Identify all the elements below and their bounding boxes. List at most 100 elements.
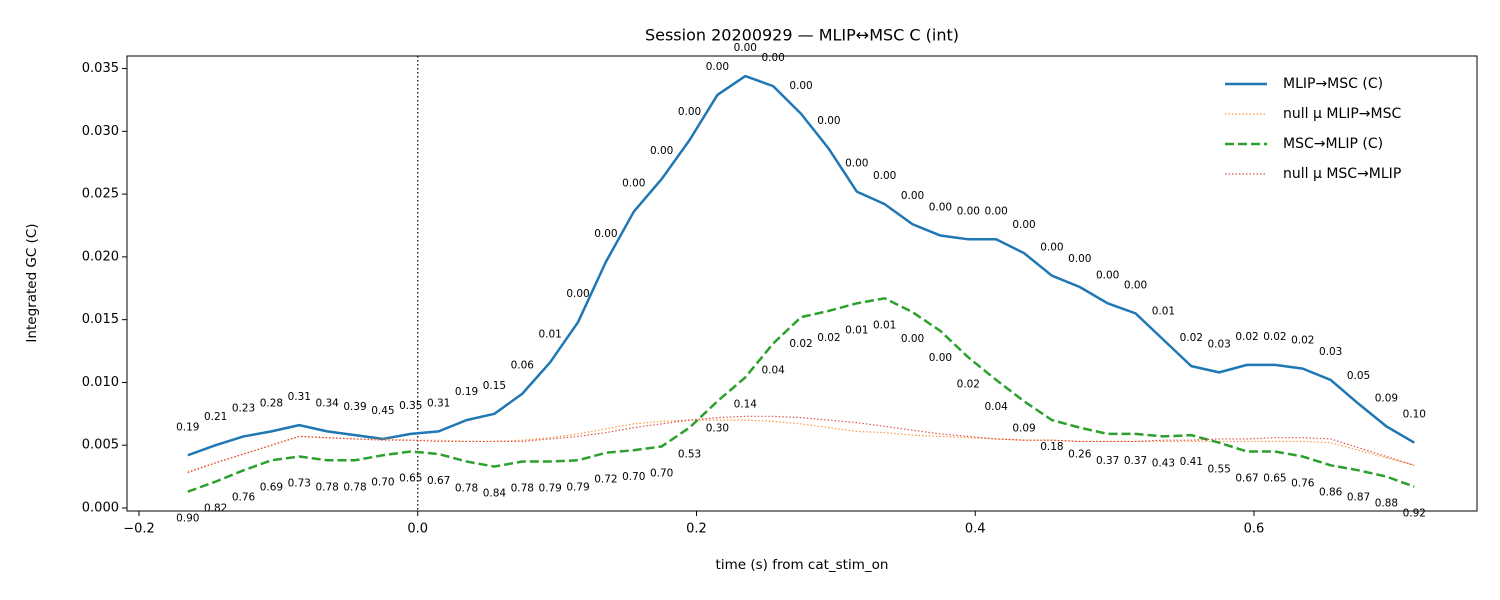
- point-label: 0.88: [1375, 498, 1398, 510]
- point-label: 0.00: [622, 178, 645, 190]
- y-tick-label: 0.005: [82, 438, 119, 453]
- point-label: 0.03: [1319, 346, 1342, 358]
- point-label: 0.09: [1375, 392, 1398, 404]
- point-label: 0.35: [399, 400, 422, 412]
- point-label: 0.05: [1347, 370, 1370, 382]
- point-label: 0.73: [288, 478, 311, 490]
- point-label: 0.26: [1068, 449, 1092, 461]
- point-label: 0.02: [789, 338, 812, 350]
- point-label: 0.04: [761, 365, 785, 377]
- point-label: 0.87: [1347, 491, 1370, 503]
- y-tick-label: 0.035: [82, 61, 119, 76]
- point-label: 0.09: [1012, 422, 1035, 434]
- point-label: 0.70: [371, 476, 394, 488]
- point-label: 0.55: [1207, 464, 1230, 476]
- point-label: 0.15: [483, 380, 506, 392]
- point-label: 0.00: [566, 288, 589, 300]
- point-label: 0.28: [260, 397, 283, 409]
- point-label: 0.02: [957, 378, 980, 390]
- point-label: 0.00: [678, 106, 701, 118]
- point-label: 0.02: [1291, 335, 1314, 347]
- point-label: 0.02: [1235, 331, 1258, 343]
- x-tick-label: −0.2: [123, 522, 155, 537]
- point-label: 0.00: [901, 333, 924, 345]
- point-label: 0.00: [650, 145, 673, 157]
- point-label: 0.79: [538, 483, 561, 495]
- point-label: 0.90: [176, 513, 199, 525]
- y-axis-label: Integrated GC (C): [24, 223, 40, 342]
- point-label: 0.43: [1152, 457, 1175, 469]
- x-tick-label: 0.2: [686, 522, 707, 537]
- y-tick-label: 0.020: [82, 249, 119, 264]
- legend-label: null μ MLIP→MSC: [1283, 106, 1401, 122]
- point-label: 0.86: [1319, 486, 1343, 498]
- point-label: 0.72: [594, 474, 617, 486]
- y-tick-label: 0.000: [82, 500, 119, 515]
- point-label: 0.04: [984, 401, 1008, 413]
- point-label: 0.82: [204, 503, 227, 515]
- point-label: 0.02: [1180, 332, 1203, 344]
- point-label: 0.19: [455, 386, 478, 398]
- x-tick-label: 0.0: [407, 522, 428, 537]
- point-label: 0.30: [706, 422, 729, 434]
- point-label: 0.00: [873, 170, 896, 182]
- point-label: 0.37: [1096, 455, 1119, 467]
- point-label: 0.19: [176, 421, 199, 433]
- point-label: 0.00: [1068, 253, 1091, 265]
- point-label: 0.00: [1040, 242, 1063, 254]
- point-label: 0.45: [371, 405, 394, 417]
- point-label: 0.21: [204, 411, 227, 423]
- chart-title: Session 20200929 — MLIP↔MSC C (int): [645, 26, 959, 45]
- point-label: 0.41: [1180, 456, 1203, 468]
- point-label: 0.69: [260, 481, 283, 493]
- point-label: 0.00: [984, 205, 1007, 217]
- point-label: 0.67: [1235, 472, 1258, 484]
- point-label: 0.53: [678, 449, 701, 461]
- point-label: 0.31: [427, 397, 450, 409]
- point-label: 0.02: [817, 332, 840, 344]
- point-label: 0.01: [538, 328, 561, 340]
- point-label: 0.84: [483, 488, 507, 500]
- point-label: 0.78: [315, 481, 338, 493]
- point-label: 0.37: [1124, 455, 1147, 467]
- point-label: 0.14: [734, 398, 758, 410]
- point-label: 0.00: [761, 52, 784, 64]
- plot-frame: [126, 55, 1478, 512]
- point-label: 0.03: [1207, 338, 1230, 350]
- point-label: 0.00: [957, 205, 980, 217]
- point-label: 0.01: [845, 324, 868, 336]
- y-tick-label: 0.030: [82, 124, 119, 139]
- legend-label: MLIP→MSC (C): [1283, 76, 1383, 92]
- point-label: 0.00: [1012, 219, 1035, 231]
- point-label: 0.00: [901, 190, 924, 202]
- point-label: 0.65: [399, 472, 422, 484]
- series-line: [187, 297, 1415, 493]
- point-label: 0.76: [232, 491, 256, 503]
- point-label: 0.00: [734, 42, 757, 54]
- point-label: 0.01: [1152, 306, 1175, 318]
- x-axis-label: time (s) from cat_stim_on: [716, 557, 889, 573]
- point-label: 0.06: [511, 360, 535, 372]
- y-tick-label: 0.010: [82, 375, 119, 390]
- point-label: 0.01: [873, 319, 896, 331]
- point-label: 0.34: [315, 397, 339, 409]
- x-tick-label: 0.6: [1244, 522, 1265, 537]
- point-label: 0.00: [1096, 269, 1119, 281]
- point-label: 0.78: [343, 481, 366, 493]
- point-label: 0.78: [455, 483, 478, 495]
- point-label: 0.65: [1263, 472, 1286, 484]
- y-tick-label: 0.025: [82, 187, 119, 202]
- point-label: 0.10: [1403, 409, 1426, 421]
- series-line: [187, 415, 1415, 474]
- series-line: [187, 419, 1415, 473]
- point-label: 0.00: [817, 115, 840, 127]
- point-label: 0.02: [1263, 331, 1286, 343]
- point-label: 0.31: [288, 391, 311, 403]
- point-label: 0.79: [566, 481, 589, 493]
- point-label: 0.23: [232, 402, 255, 414]
- point-label: 0.70: [622, 471, 645, 483]
- point-label: 0.39: [343, 401, 366, 413]
